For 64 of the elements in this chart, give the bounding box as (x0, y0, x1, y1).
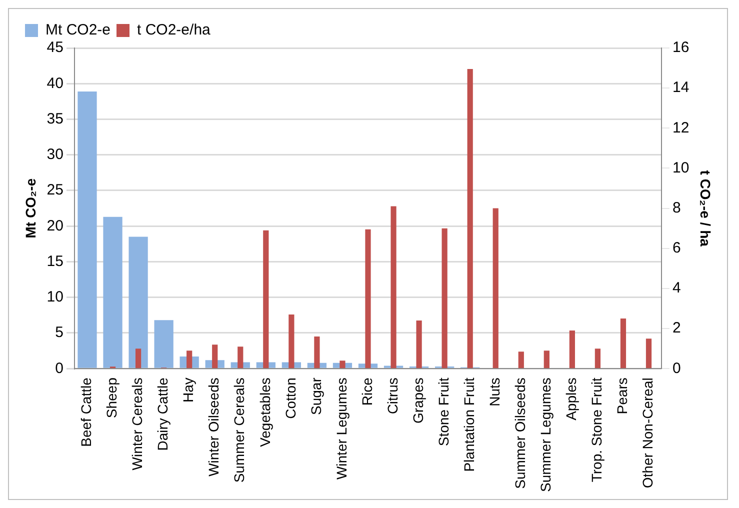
x-tick-label: Winter Oilseeds (206, 378, 222, 476)
bar (569, 330, 575, 368)
y-tick-label: 35 (46, 110, 64, 128)
x-tick-label: Sheep (104, 377, 120, 418)
bar (492, 208, 498, 368)
bar (416, 320, 422, 368)
x-tick-label: Nuts (486, 378, 502, 406)
y2-tick-label: 6 (672, 240, 681, 257)
x-tick-label: Summer Oilseeds (512, 378, 528, 489)
bar (620, 318, 626, 368)
y2-tick-label: 0 (672, 360, 681, 377)
bar (594, 348, 601, 368)
bar (103, 216, 122, 368)
y2-tick-label: 8 (672, 199, 681, 216)
bar (365, 229, 371, 368)
x-tick-label: Hay (180, 378, 196, 403)
x-tick-label: Cotton (282, 378, 298, 419)
x-tick-label: Winter Cereals (129, 378, 146, 470)
x-tick-label: Grapes (410, 378, 426, 424)
x-tick-label: Beef Cattle (78, 377, 94, 447)
bar (135, 348, 142, 368)
bar (390, 206, 396, 368)
y-tick-label: 45 (46, 39, 64, 56)
x-tick-label: Citrus (384, 378, 400, 414)
y-tick-label: 10 (46, 288, 64, 306)
y2-tick-label: 2 (672, 320, 681, 337)
legend-label: t CO2-e/ha (137, 22, 212, 39)
y-tick-label: 0 (55, 360, 64, 377)
y-tick-label: 25 (46, 182, 64, 199)
y2-tick-label: 4 (672, 280, 681, 297)
bar (467, 69, 473, 368)
y2-tick-label: 10 (672, 159, 690, 176)
bar (544, 350, 550, 368)
x-tick-label: Summer Legumes (538, 378, 554, 492)
y-axis-title: Mt CO₂-e (22, 178, 38, 238)
y2-tick-label: 14 (672, 79, 690, 96)
x-tick-label: Stone Fruit (435, 378, 452, 446)
bar (646, 338, 652, 368)
y-tick-label: 30 (46, 146, 64, 164)
legend-label: Mt CO2-e (46, 22, 111, 39)
bar (442, 228, 448, 368)
y-tick-label: 15 (46, 252, 64, 270)
x-tick-label: Plantation Fruit (460, 378, 477, 472)
bar (78, 91, 97, 368)
x-tick-label: Dairy Cattle (154, 377, 171, 451)
y-tick-label: 40 (46, 74, 64, 92)
x-tick-label: Rice (358, 377, 375, 406)
x-tick-label: Apples (563, 378, 580, 420)
x-tick-label: Winter Legumes (333, 378, 350, 480)
x-tick-label: Trop. Stone Fruit (588, 378, 605, 482)
y-tick-label: 20 (46, 217, 64, 234)
y-tick-label: 5 (55, 324, 64, 342)
bar (128, 236, 148, 368)
bar (340, 360, 346, 368)
x-tick-label: Vegetables (256, 378, 273, 447)
y2-tick-label: 12 (672, 119, 690, 136)
x-tick-label: Sugar (308, 377, 324, 415)
bar (518, 352, 524, 368)
x-tick-label: Pears (614, 378, 630, 414)
y2-tick-label: 16 (672, 39, 690, 56)
x-tick-label: Summer Cereals (231, 378, 248, 483)
y2-axis-title: t CO₂-e / ha (698, 170, 714, 247)
x-tick-label: Other Non-Cereal (640, 378, 656, 488)
bar (154, 320, 174, 368)
